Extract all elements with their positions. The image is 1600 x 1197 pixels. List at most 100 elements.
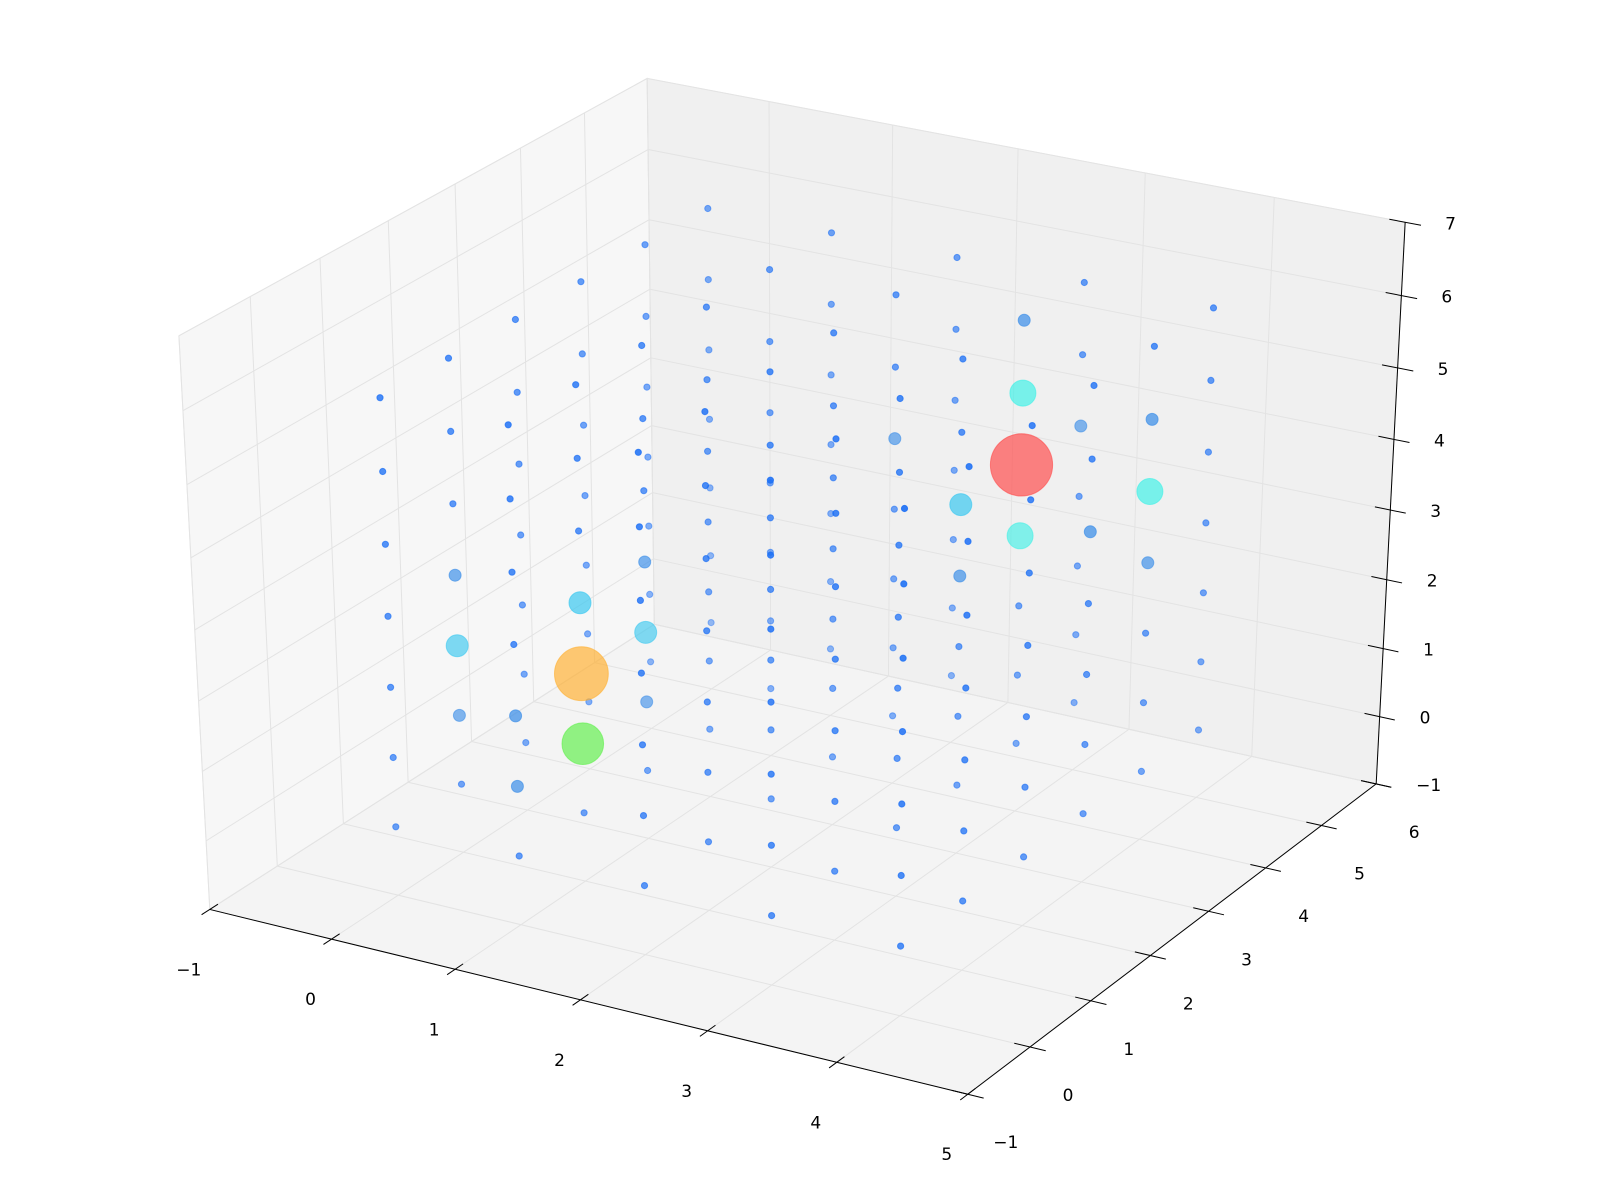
point [1137,767,1146,776]
point [830,329,838,337]
point [950,466,958,474]
point [1199,589,1208,597]
point [447,427,455,435]
point [520,670,528,678]
point [568,591,592,615]
point [890,575,898,583]
z-tick-label: 3 [1430,502,1441,522]
point [639,415,647,423]
point [704,768,712,776]
z-tick-label: −1 [1416,776,1441,796]
z-tick-label: 7 [1445,214,1456,234]
point [1141,556,1155,570]
grid-line [1128,172,1146,730]
point [900,504,909,513]
point [640,882,649,890]
point [511,315,520,324]
point [637,669,646,677]
z-tick-label: 2 [1427,572,1438,592]
point [989,433,1054,497]
point [1074,419,1088,433]
point [510,640,518,649]
point [572,381,580,389]
point [829,684,837,693]
point [955,643,963,651]
grid-line [887,125,894,677]
tick-mark [201,903,219,916]
point [577,278,585,286]
point [448,568,462,582]
point [892,824,901,832]
point [767,770,775,778]
point [766,441,774,449]
z-tick-label: 4 [1434,431,1445,451]
point [635,523,644,531]
point [646,590,654,599]
x-tick-label: 4 [810,1113,821,1133]
point [1073,562,1082,570]
point [1070,699,1078,707]
point [703,698,711,706]
grid-line [277,865,1031,1048]
point [701,408,709,416]
point [1020,853,1028,861]
point [457,780,466,788]
point [445,634,469,658]
point [1136,478,1164,505]
x-tick-label: 1 [429,1020,440,1040]
point [515,852,523,860]
point [638,341,646,350]
point [890,505,898,513]
point [827,441,835,449]
point [1204,448,1213,456]
point [638,741,647,749]
point [829,545,837,553]
y-tick-label: 6 [1409,823,1420,843]
point [641,241,649,249]
point [504,421,512,429]
y-tick-label: 4 [1298,907,1309,927]
point [953,569,967,583]
point [506,495,514,503]
point [578,350,586,358]
point [376,394,384,402]
point [561,722,605,766]
point [767,685,775,693]
point [894,684,902,692]
grid-line [331,649,771,940]
x-tick-label: 5 [941,1145,952,1165]
point [831,727,839,735]
point [580,421,588,429]
point [582,561,590,569]
y-tick-label: 2 [1183,995,1194,1015]
point [509,709,523,723]
panes [178,77,1406,1095]
point [827,371,835,379]
z-tick-label: 5 [1438,360,1449,380]
point [829,402,838,410]
point [767,726,775,734]
point [704,276,712,284]
point [962,684,970,692]
grid-line [1251,197,1275,757]
point [766,368,774,376]
point [1075,492,1083,500]
grid [178,77,1406,1095]
point [1197,658,1205,666]
point [580,809,588,817]
point [896,394,904,403]
point [515,460,523,468]
point [702,555,710,563]
point [634,620,658,644]
point [948,604,956,612]
point [645,522,653,530]
point [704,204,712,213]
point [1083,525,1097,539]
point [900,580,908,588]
y-tick-label: −1 [993,1133,1018,1153]
point [832,435,840,443]
point [899,654,907,662]
point [705,657,713,665]
point [766,338,774,346]
point [381,540,389,548]
